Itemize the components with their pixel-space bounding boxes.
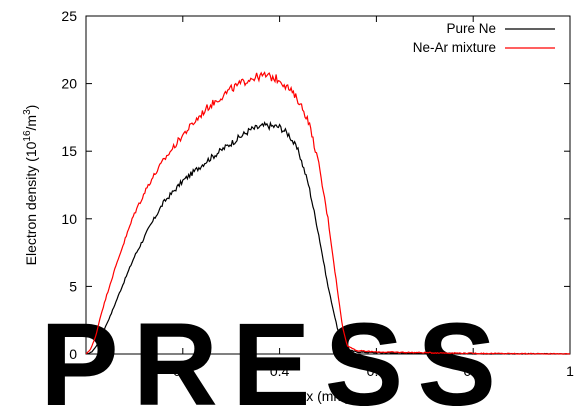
y-tick-label: 10: [61, 211, 77, 227]
y-tick-label: 20: [61, 76, 77, 92]
y-tick-label: 15: [61, 143, 77, 159]
x-tick-label: 1: [566, 363, 574, 379]
plot-frame: [85, 15, 571, 355]
y-axis-label-unit: /m: [23, 115, 39, 131]
series-line-ne-ar-mixture: [85, 71, 571, 355]
x-tick-label: 0.6: [367, 363, 387, 379]
x-tick-label: 0.4: [270, 363, 290, 379]
y-axis-label-unit-exponent: 3: [22, 109, 33, 115]
legend-label-pure-ne: Pure Ne: [446, 21, 496, 36]
watermark-text: PRESS: [40, 299, 510, 413]
x-axis-ticks: 0 0.2 0.4 0.6 0.8 1: [82, 16, 574, 379]
y-axis-label-main: Electron density (10: [23, 141, 39, 265]
y-axis-label-close: ): [23, 105, 39, 110]
series-lines: [85, 71, 571, 355]
y-axis-label-exponent: 16: [22, 130, 33, 142]
legend-label-ne-ar-mixture: Ne-Ar mixture: [413, 40, 496, 55]
x-tick-label: 0.8: [463, 363, 483, 379]
x-tick-label: 0.2: [173, 363, 193, 379]
y-tick-label: 5: [69, 278, 77, 294]
y-tick-label: 0: [69, 346, 77, 362]
legend: Pure Ne Ne-Ar mixture: [413, 21, 555, 55]
y-tick-label: 25: [61, 8, 77, 24]
y-axis-ticks: 0 5 10 15 20 25: [61, 8, 570, 362]
y-axis-label: Electron density (1016/m3): [22, 105, 39, 266]
x-tick-label: 0: [82, 363, 90, 379]
x-axis-label: x (mm): [306, 388, 350, 404]
